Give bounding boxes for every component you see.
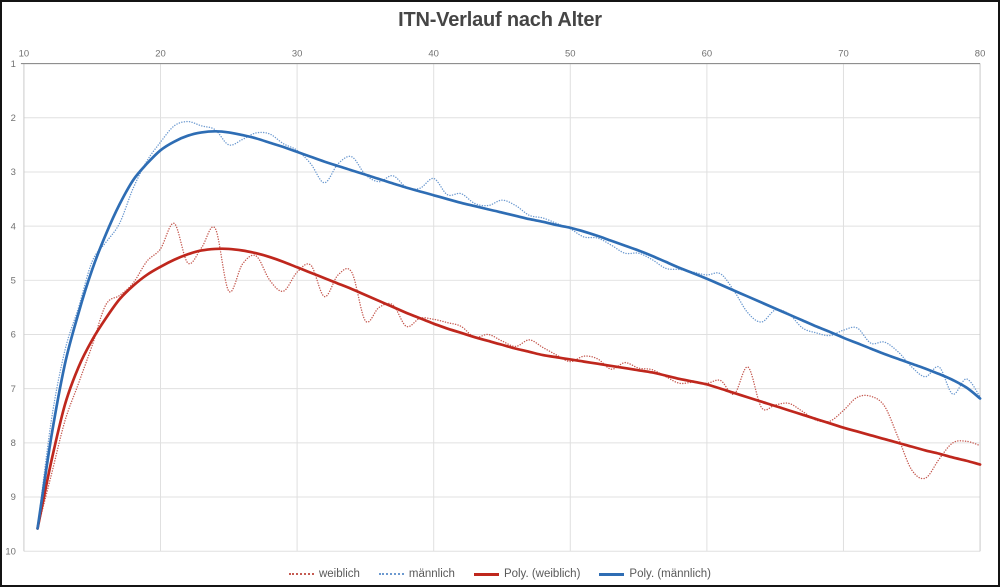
legend-label-maennlich: männlich xyxy=(408,568,455,580)
legend-swatch-weiblich xyxy=(288,573,314,575)
x-axis-tick-label: 30 xyxy=(292,49,303,60)
legend-label-poly-weiblich: Poly. (weiblich) xyxy=(503,568,581,580)
legend-item-maennlich: männlich xyxy=(378,568,455,580)
series-weiblich-line xyxy=(36,222,981,530)
y-axis-tick-label: 10 xyxy=(5,546,16,557)
legend-item-poly-maennlich: Poly. (männlich) xyxy=(599,568,711,580)
legend-swatch-poly-maennlich xyxy=(599,572,625,576)
x-axis-tick-label: 50 xyxy=(565,49,576,60)
x-axis-tick-label: 70 xyxy=(838,49,849,60)
x-axis-tick-label: 40 xyxy=(428,49,439,60)
legend: weiblich männlich Poly. (weiblich) Poly. (m… xyxy=(2,568,998,580)
y-axis-tick-label: 3 xyxy=(11,167,16,178)
legend-item-weiblich: weiblich xyxy=(288,568,360,580)
series-maennlich-line xyxy=(36,120,981,530)
legend-label-weiblich: weiblich xyxy=(318,568,360,580)
x-axis-tick-label: 80 xyxy=(975,49,986,60)
chart-title: ITN-Verlauf nach Alter xyxy=(398,9,602,31)
legend-label-poly-maennlich: Poly. (männlich) xyxy=(629,568,712,580)
x-axis-tick-label: 20 xyxy=(155,49,166,60)
legend-swatch-maennlich xyxy=(378,573,404,575)
x-axis-tick-label: 10 xyxy=(19,49,30,60)
legend-swatch-poly-weiblich xyxy=(473,572,499,576)
y-axis-tick-label: 2 xyxy=(11,113,16,124)
y-axis-tick-label: 4 xyxy=(11,221,16,232)
y-axis-tick-label: 5 xyxy=(11,276,16,287)
y-axis-tick-label: 1 xyxy=(11,59,16,70)
series-poly-maennlich-line xyxy=(36,129,982,530)
y-axis-tick-label: 8 xyxy=(11,438,16,449)
legend-item-poly-weiblich: Poly. (weiblich) xyxy=(473,568,581,580)
y-axis-tick-label: 6 xyxy=(11,330,16,341)
x-axis-tick-label: 60 xyxy=(702,49,713,60)
series-poly-weiblich-line xyxy=(36,247,982,530)
y-axis-tick-label: 9 xyxy=(11,492,16,503)
y-axis-tick-label: 7 xyxy=(11,384,16,395)
